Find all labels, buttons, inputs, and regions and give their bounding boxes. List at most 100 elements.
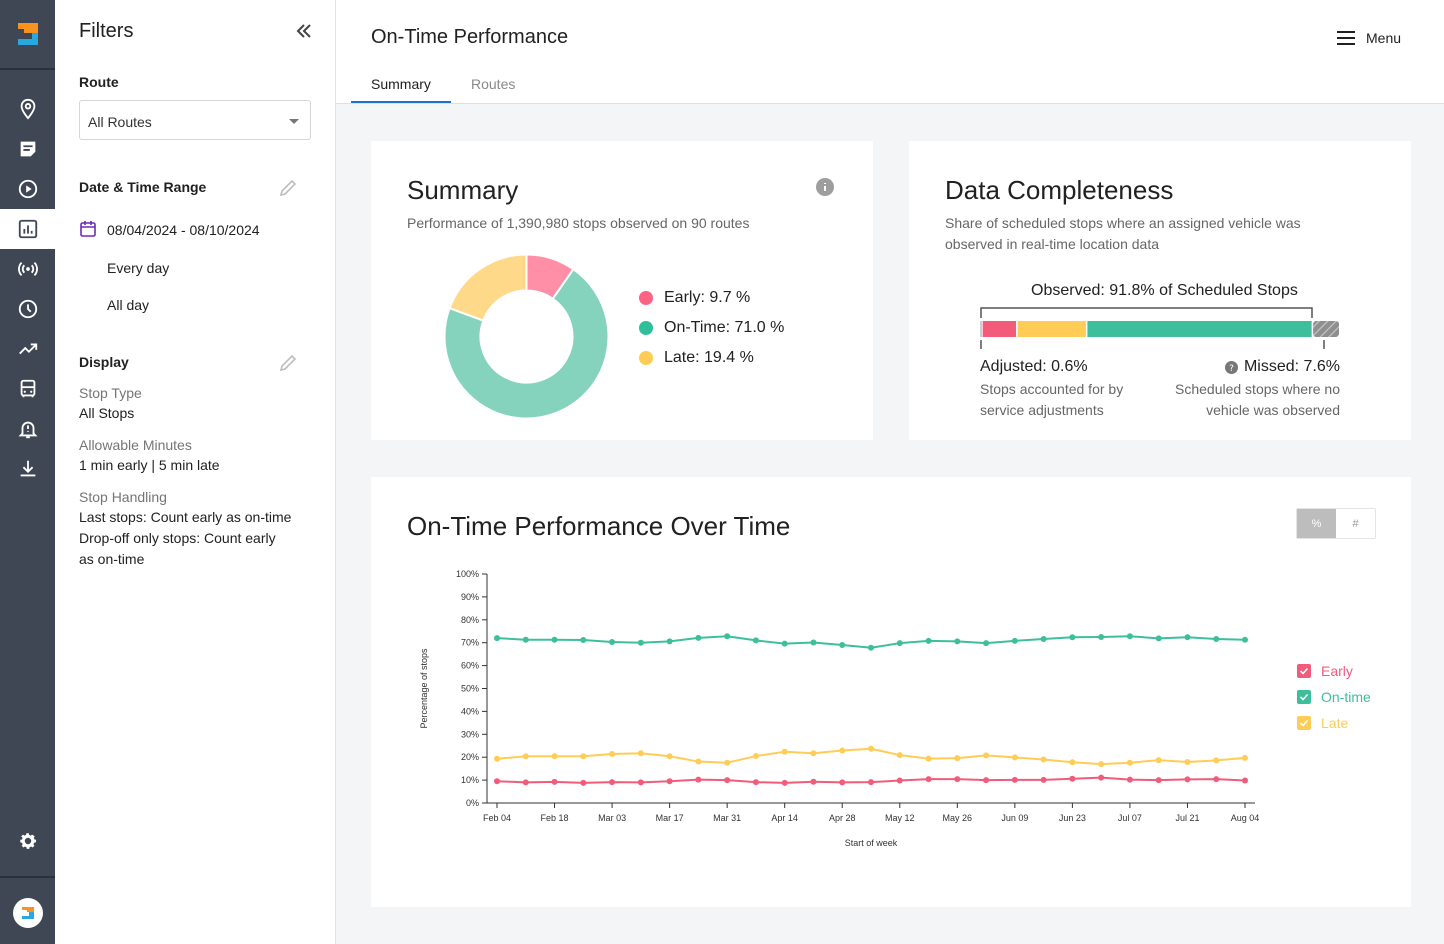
data-point-early[interactable] [695, 776, 702, 783]
chart-legend-early[interactable]: Early [1297, 663, 1353, 679]
data-point-early[interactable] [1098, 774, 1105, 781]
rail-trends[interactable] [0, 329, 55, 369]
data-point-late[interactable] [868, 745, 874, 752]
data-point-late[interactable] [1098, 761, 1105, 768]
data-point-ontime[interactable] [983, 640, 990, 647]
data-point-early[interactable] [724, 777, 731, 784]
data-point-ontime[interactable] [925, 637, 932, 644]
data-point-late[interactable] [724, 759, 731, 766]
data-point-early[interactable] [925, 776, 932, 783]
data-point-early[interactable] [954, 776, 961, 783]
data-point-ontime[interactable] [522, 636, 529, 643]
data-point-ontime[interactable] [1011, 637, 1018, 644]
data-point-early[interactable] [868, 779, 874, 786]
help-icon[interactable]: ? [1224, 360, 1238, 374]
data-point-late[interactable] [1213, 757, 1220, 764]
data-point-late[interactable] [839, 747, 846, 754]
data-point-ontime[interactable] [637, 639, 644, 646]
data-point-ontime[interactable] [839, 641, 846, 648]
data-point-late[interactable] [637, 750, 644, 757]
tab-routes[interactable]: Routes [471, 76, 516, 92]
data-point-ontime[interactable] [695, 634, 702, 641]
data-point-early[interactable] [1213, 776, 1220, 783]
data-point-late[interactable] [666, 753, 673, 760]
data-point-early[interactable] [637, 779, 644, 786]
data-point-ontime[interactable] [580, 636, 587, 643]
rail-alerts[interactable] [0, 409, 55, 449]
data-point-late[interactable] [1155, 757, 1162, 764]
count-toggle-button[interactable]: # [1336, 509, 1375, 538]
data-point-early[interactable] [609, 779, 616, 786]
data-point-early[interactable] [1126, 776, 1133, 783]
data-point-late[interactable] [983, 752, 990, 759]
data-point-late[interactable] [896, 752, 903, 759]
route-select[interactable]: All Routes [79, 100, 311, 140]
data-point-ontime[interactable] [666, 638, 673, 645]
data-point-ontime[interactable] [810, 639, 817, 646]
rail-map-pin[interactable] [0, 89, 55, 129]
info-icon[interactable] [815, 177, 835, 197]
data-point-early[interactable] [896, 777, 903, 784]
donut-slice-late[interactable] [448, 254, 528, 322]
data-point-ontime[interactable] [781, 640, 788, 647]
data-point-late[interactable] [1011, 754, 1018, 761]
data-point-late[interactable] [695, 758, 702, 765]
rail-notes[interactable] [0, 129, 55, 169]
data-point-late[interactable] [1040, 756, 1047, 763]
percent-toggle-button[interactable]: % [1297, 509, 1336, 538]
rail-settings[interactable] [0, 821, 55, 861]
data-point-early[interactable] [1011, 776, 1018, 783]
rail-playback[interactable] [0, 169, 55, 209]
data-point-ontime[interactable] [494, 635, 500, 642]
data-point-ontime[interactable] [724, 633, 731, 640]
data-point-late[interactable] [925, 755, 932, 762]
data-point-late[interactable] [810, 750, 817, 757]
data-point-ontime[interactable] [1126, 633, 1133, 640]
rail-history[interactable] [0, 289, 55, 329]
data-point-early[interactable] [1069, 775, 1076, 782]
menu-button[interactable]: Menu [1336, 28, 1401, 48]
rail-vehicles[interactable] [0, 369, 55, 409]
rail-broadcast[interactable] [0, 249, 55, 289]
data-point-late[interactable] [580, 753, 587, 760]
data-point-early[interactable] [580, 779, 587, 786]
data-point-late[interactable] [551, 753, 558, 760]
edit-display-pencil-icon[interactable] [278, 353, 298, 373]
data-point-early[interactable] [1040, 776, 1047, 783]
data-point-early[interactable] [752, 779, 759, 786]
data-point-early[interactable] [781, 779, 788, 786]
data-point-ontime[interactable] [896, 640, 903, 647]
data-point-late[interactable] [1126, 759, 1133, 766]
data-point-early[interactable] [1184, 776, 1191, 783]
data-point-ontime[interactable] [1040, 636, 1047, 643]
data-point-early[interactable] [551, 778, 558, 785]
chart-legend-late[interactable]: Late [1297, 715, 1348, 731]
data-point-ontime[interactable] [1155, 635, 1162, 642]
app-logo[interactable] [0, 0, 55, 70]
chart-legend-ontime[interactable]: On-time [1297, 689, 1371, 705]
data-point-ontime[interactable] [1213, 636, 1220, 643]
data-point-early[interactable] [983, 777, 990, 784]
data-point-ontime[interactable] [1069, 634, 1076, 641]
data-point-late[interactable] [752, 753, 759, 760]
data-point-early[interactable] [839, 779, 846, 786]
data-point-ontime[interactable] [1184, 634, 1191, 641]
donut-slice-ontime[interactable] [444, 267, 609, 419]
rail-download[interactable] [0, 449, 55, 489]
data-point-late[interactable] [494, 755, 500, 762]
data-point-ontime[interactable] [868, 644, 874, 651]
date-range-value[interactable]: 08/04/2024 - 08/10/2024 [107, 222, 260, 238]
data-point-late[interactable] [1242, 754, 1248, 761]
data-point-early[interactable] [1155, 777, 1162, 784]
data-point-early[interactable] [810, 778, 817, 785]
tab-summary[interactable]: Summary [371, 76, 431, 92]
data-point-ontime[interactable] [752, 637, 759, 644]
data-point-late[interactable] [522, 753, 529, 760]
data-point-early[interactable] [666, 778, 673, 785]
data-point-early[interactable] [494, 778, 500, 785]
data-point-early[interactable] [522, 779, 529, 786]
data-point-ontime[interactable] [609, 639, 616, 646]
days-value[interactable]: Every day [107, 260, 170, 276]
data-point-late[interactable] [1184, 759, 1191, 766]
data-point-late[interactable] [609, 750, 616, 757]
